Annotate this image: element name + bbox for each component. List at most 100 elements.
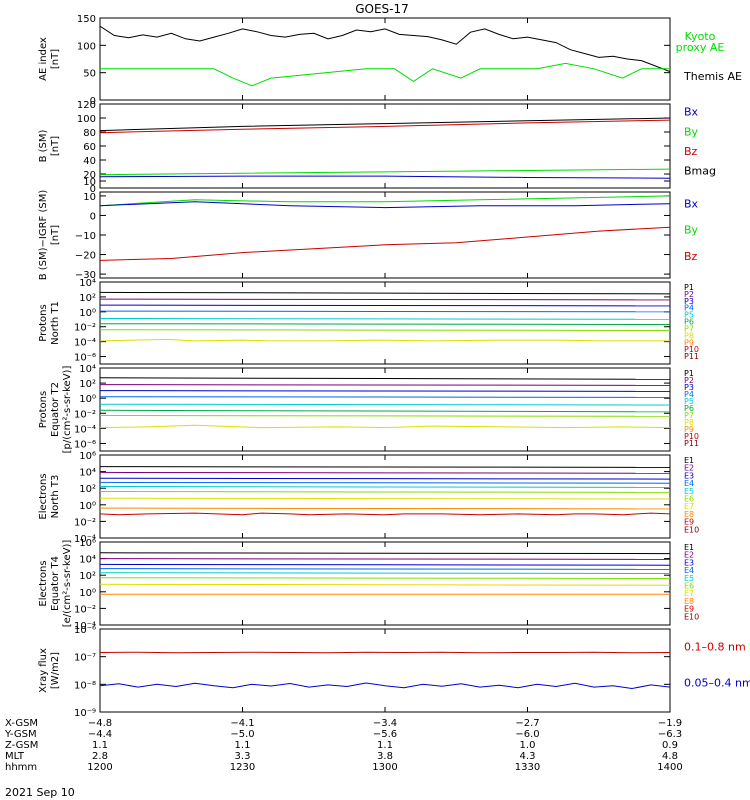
series-e2 <box>100 558 670 560</box>
series-e3 <box>100 477 670 480</box>
x-row-label: Y-GSM <box>4 729 37 740</box>
y-tick-label: 10⁻² <box>74 604 96 615</box>
y-tick-label: 10⁴ <box>79 364 96 375</box>
legend-entry: P10 <box>684 345 699 354</box>
series-e4 <box>100 481 670 484</box>
legend-entry: P10 <box>684 432 699 441</box>
y-axis-label: [nT] <box>50 225 61 245</box>
legend-entry: E9 <box>684 605 694 614</box>
y-axis-label: [nT] <box>50 136 61 156</box>
legend-entry: Bz <box>684 145 698 158</box>
y-tick-label: 20 <box>83 170 96 181</box>
series-p3 <box>100 304 670 307</box>
series-bmag <box>100 117 670 132</box>
y-tick-label: 10⁻⁶ <box>74 353 96 364</box>
panel-electrons_t4: 10⁻⁴ 10⁻² 10⁰ 10² 10⁴ 10⁶ Electrons Equator T4[… <box>38 538 699 632</box>
series-p3 <box>100 390 670 392</box>
legend-entry: P8 <box>684 418 694 427</box>
series-e1 <box>100 552 670 555</box>
y-tick-label: 100 <box>77 114 96 125</box>
legend-entry: P3 <box>684 383 694 392</box>
y-tick-label: 10⁻⁸ <box>74 680 96 691</box>
x-row-value: −4.8 <box>88 718 112 729</box>
series-p1 <box>100 377 670 380</box>
x-row-value: 2.8 <box>92 751 108 762</box>
legend-entry: Bz <box>684 250 698 263</box>
x-row-value: −5.0 <box>230 729 254 740</box>
y-tick-label: 10⁰ <box>79 308 96 319</box>
panel-bigrf: −30 −20 −10 0 10 B (SM)−IGRF (SM) [nT] Bx By Bz <box>38 190 699 281</box>
series-e3 <box>100 563 670 566</box>
y-axis-label: Xray flux <box>38 648 49 693</box>
y-tick-label: 60 <box>83 142 96 153</box>
legend-entry: P7 <box>684 411 694 420</box>
y-tick-label: 100 <box>77 41 96 52</box>
y-tick-label: 10⁻⁴ <box>74 338 96 349</box>
y-tick-label: 40 <box>83 156 96 167</box>
legend-entry: P4 <box>684 390 694 399</box>
x-row-value: 0.9 <box>662 740 678 751</box>
legend-entry: E2 <box>684 551 694 560</box>
y-tick-label: 80 <box>83 128 96 139</box>
series-p8 <box>100 338 670 342</box>
legend-entry: P1 <box>684 369 694 378</box>
series-bz <box>100 226 670 261</box>
legend-entry: E1 <box>684 456 694 465</box>
series-p4 <box>100 310 670 313</box>
y-tick-label: 10⁶ <box>79 451 96 462</box>
y-tick-label: 10⁻⁶ <box>74 439 96 450</box>
legend-entry: E7 <box>684 502 694 511</box>
series-e4 <box>100 568 670 570</box>
series-e6 <box>100 491 670 493</box>
legend-entry: P2 <box>684 376 694 385</box>
y-tick-label: 10² <box>79 379 96 390</box>
panel-frame <box>99 103 671 189</box>
y-tick-label: 10² <box>79 293 96 304</box>
x-row-value: −1.9 <box>658 718 682 729</box>
x-row-value: 1.1 <box>377 740 393 751</box>
y-tick-label: 10⁻² <box>74 323 96 334</box>
series-e1 <box>100 466 670 468</box>
x-row-label: MLT <box>5 751 25 762</box>
legend-entry: P3 <box>684 297 694 306</box>
legend-entry: E4 <box>684 566 694 575</box>
legend-entry: P11 <box>684 352 699 361</box>
y-tick-label: 50 <box>83 69 96 80</box>
y-tick-label: −30 <box>75 270 96 281</box>
y-tick-label: 10⁰ <box>79 394 96 405</box>
series-0-1-0-8-nm <box>100 651 670 654</box>
x-row-value: 1.1 <box>235 740 251 751</box>
series-p4 <box>100 396 670 398</box>
y-axis-label: Protons <box>38 304 49 341</box>
y-tick-label: 10⁴ <box>79 278 96 289</box>
x-row-label: Z-GSM <box>5 740 38 751</box>
series-themis-ae <box>100 25 670 73</box>
panel-frame <box>99 17 671 101</box>
series-e9 <box>100 512 670 516</box>
legend-entry: 0.1–0.8 nm <box>684 641 746 654</box>
series-bz <box>100 119 670 134</box>
y-tick-label: 10 <box>83 192 96 203</box>
series-bx <box>100 175 670 179</box>
y-tick-label: 0 <box>90 211 96 222</box>
series-by <box>100 168 670 176</box>
x-row-value: −4.4 <box>88 729 112 740</box>
legend-entry: P2 <box>684 290 694 299</box>
panel-protons_t2: 10⁻⁶ 10⁻⁴ 10⁻² 10⁰ 10² 10⁴ Protons Equator T2 [p… <box>38 364 699 453</box>
x-row-value: 3.3 <box>235 751 251 762</box>
y-axis-label: Protons <box>38 391 49 428</box>
legend-entry: E10 <box>684 525 699 534</box>
y-tick-label: 10⁻² <box>74 517 96 528</box>
x-row-value: −4.1 <box>230 718 254 729</box>
legend-entry: E8 <box>684 510 694 519</box>
series-e6 <box>100 577 670 579</box>
legend-entry: P5 <box>684 311 694 320</box>
panel-xray: 10⁻⁹ 10⁻⁸ 10⁻⁷ 10⁻⁶ Xray flux [W/m2] 0.1–0.8 n… <box>38 625 750 719</box>
legend-entry: E6 <box>684 582 694 591</box>
x-row-value: −2.7 <box>515 718 539 729</box>
legend-entry: P11 <box>684 439 699 448</box>
y-tick-label: 10⁴ <box>79 555 96 566</box>
legend-entry: E9 <box>684 518 694 527</box>
